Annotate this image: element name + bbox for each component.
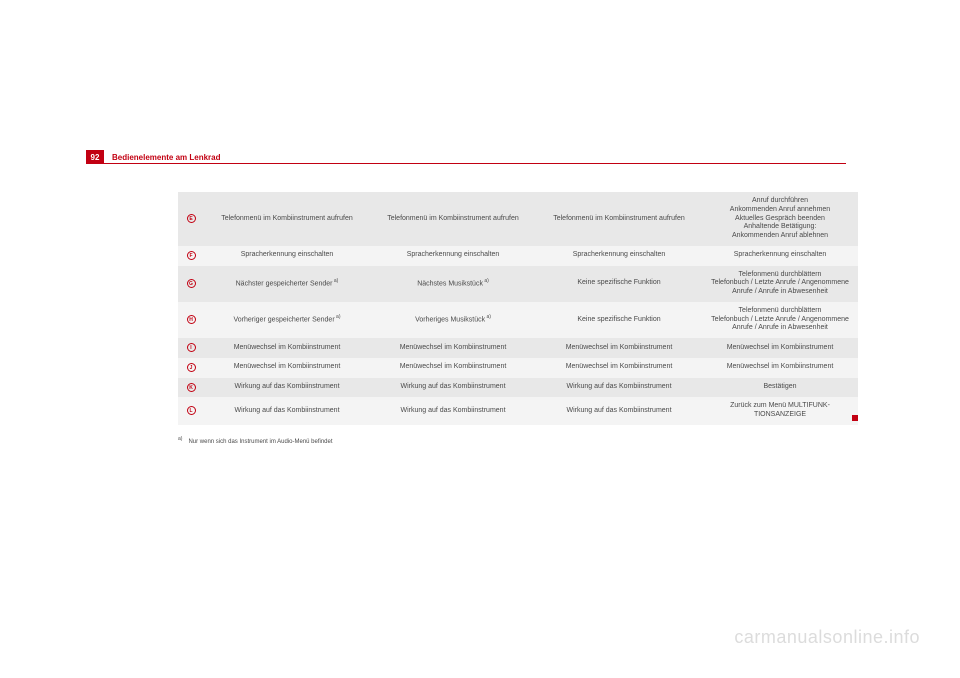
- table-cell: Spracherkennung einschalten: [204, 246, 370, 266]
- table-cell: Telefonmenü durchblätternTelefonbuch / L…: [702, 266, 858, 302]
- table-row: IMenüwechsel im KombiinstrumentMenüwechs…: [178, 338, 858, 358]
- circled-letter-icon: L: [187, 406, 196, 415]
- table-cell: Wirkung auf das Kombiinstru­ment: [536, 378, 702, 398]
- footnote-ref: a): [333, 278, 339, 284]
- table-row: FSpracherkennung einschaltenSpracherkenn…: [178, 246, 858, 266]
- row-icon-cell: E: [178, 192, 204, 246]
- row-icon-cell: K: [178, 378, 204, 398]
- table-cell: Spracherkennung einschalten: [370, 246, 536, 266]
- table-cell: Menüwechsel im Kombiinstrument: [370, 358, 536, 378]
- table-cell: Vorheriges Musikstück a): [370, 302, 536, 338]
- footnote: a) Nur wenn sich das Instrument im Audio-…: [178, 436, 678, 445]
- table-cell: Telefonmenü durchblätternTelefonbuch / L…: [702, 302, 858, 338]
- section-title: Bedienelemente am Lenkrad: [112, 153, 220, 162]
- circled-letter-icon: F: [187, 251, 196, 260]
- table-cell: Bestätigen: [702, 378, 858, 398]
- table-row: JMenüwechsel im KombiinstrumentMenüwechs…: [178, 358, 858, 378]
- table-cell: Telefonmenü im Kombiinstrument auf­rufen: [204, 192, 370, 246]
- page-number: 92: [86, 150, 104, 164]
- table-cell: Wirkung auf das Kombiinstru­ment: [536, 397, 702, 425]
- circled-letter-icon: I: [187, 343, 196, 352]
- row-icon-cell: H: [178, 302, 204, 338]
- table-cell: Nächstes Musikstück a): [370, 266, 536, 302]
- row-icon-cell: F: [178, 246, 204, 266]
- table-cell: Menüwechsel im Kombiinstru­ment: [702, 358, 858, 378]
- table-cell: Menüwechsel im Kombiinstru­ment: [536, 358, 702, 378]
- table-cell: Keine spezifische Funktion: [536, 302, 702, 338]
- table-cell: Menüwechsel im Kombiinstrument: [370, 338, 536, 358]
- table-cell: Menüwechsel im Kombiinstrument: [204, 358, 370, 378]
- header-rule: [86, 163, 846, 164]
- footnote-ref: a): [483, 278, 489, 284]
- table-cell: Wirkung auf das Kombiinstrument: [370, 378, 536, 398]
- table-row: H Vorheriger gespeicherter Sender a)Vorhe…: [178, 302, 858, 338]
- circled-letter-icon: J: [187, 363, 196, 372]
- section-end-marker: [852, 415, 858, 421]
- table-cell: Spracherkennung einschalten: [702, 246, 858, 266]
- table-row: KWirkung auf das KombiinstrumentWirkung …: [178, 378, 858, 398]
- row-icon-cell: G: [178, 266, 204, 302]
- table-cell: Anruf durchführenAnkommenden Anruf anneh…: [702, 192, 858, 246]
- table-row: LWirkung auf das KombiinstrumentWirkung …: [178, 397, 858, 425]
- table-row: G Nächster gespeicherter Sender a)Nächste…: [178, 266, 858, 302]
- table-cell: Menüwechsel im Kombiinstru­ment: [702, 338, 858, 358]
- page: 92 Bedienelemente am Lenkrad E Telefonmen…: [0, 0, 960, 678]
- table-cell: Menüwechsel im Kombiinstru­ment: [536, 338, 702, 358]
- row-icon-cell: L: [178, 397, 204, 425]
- table-cell: Telefonmenü im Kombiinstru­ment aufrufen: [536, 192, 702, 246]
- footnote-marker: a): [178, 436, 182, 442]
- table-cell: Wirkung auf das Kombiinstrument: [204, 378, 370, 398]
- table-cell: Telefonmenü im Kombiinstrument auf­rufen: [370, 192, 536, 246]
- footnote-ref: a): [485, 314, 491, 320]
- function-table: E Telefonmenü im Kombiinstrument auf­rufe…: [178, 192, 858, 425]
- table-row: E Telefonmenü im Kombiinstrument auf­rufe…: [178, 192, 858, 246]
- table-cell: Vorheriger gespeicherter Sender a): [204, 302, 370, 338]
- circled-letter-icon: E: [187, 214, 196, 223]
- table-cell: Nächster gespeicherter Sender a): [204, 266, 370, 302]
- table-cell: Wirkung auf das Kombiinstrument: [204, 397, 370, 425]
- circled-letter-icon: K: [187, 383, 196, 392]
- circled-letter-icon: G: [187, 279, 196, 288]
- watermark: carmanualsonline.info: [734, 627, 920, 648]
- table-cell: Spracherkennung einschalten: [536, 246, 702, 266]
- row-icon-cell: I: [178, 338, 204, 358]
- footnote-text: Nur wenn sich das Instrument im Audio-Me…: [188, 439, 332, 445]
- table-cell: Wirkung auf das Kombiinstrument: [370, 397, 536, 425]
- circled-letter-icon: H: [187, 315, 196, 324]
- table-cell: Menüwechsel im Kombiinstrument: [204, 338, 370, 358]
- table-cell: Keine spezifische Funktion: [536, 266, 702, 302]
- footnote-ref: a): [335, 314, 341, 320]
- row-icon-cell: J: [178, 358, 204, 378]
- table: E Telefonmenü im Kombiinstrument auf­rufe…: [178, 192, 858, 425]
- table-cell: Zurück zum Menü MULTIFUNK­TIONSANZEIGE: [702, 397, 858, 425]
